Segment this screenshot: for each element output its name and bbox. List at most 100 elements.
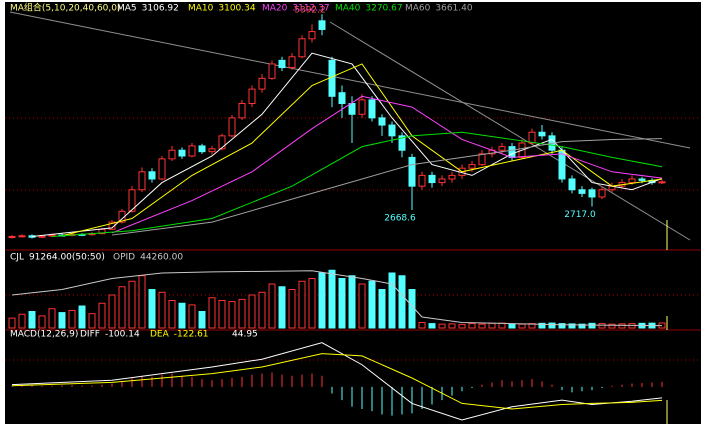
- candle-body: [18, 235, 26, 238]
- volume-bar: [468, 323, 476, 329]
- candle-body: [408, 156, 416, 187]
- candle-body: [638, 178, 646, 181]
- trend-line: [329, 21, 691, 241]
- candle-body: [38, 235, 46, 238]
- candle-body: [628, 178, 636, 184]
- volume-bar: [268, 283, 276, 329]
- candle-body: [218, 135, 226, 150]
- legend-name: DIFF: [80, 330, 100, 340]
- legend-value: 3112.37: [292, 4, 329, 14]
- legend-name: MA60: [405, 4, 431, 14]
- volume-bar: [518, 323, 526, 329]
- candle-body: [288, 56, 296, 69]
- candle-body: [178, 149, 186, 157]
- volume-bar: [558, 323, 566, 329]
- candle-body: [418, 174, 426, 187]
- volume-bar: [368, 280, 376, 329]
- candle-body: [168, 149, 176, 160]
- candle-body: [318, 20, 326, 30]
- volume-bar: [98, 302, 106, 329]
- legend-name: MA10: [188, 4, 214, 14]
- volume-bar: [168, 300, 176, 329]
- volume-bar: [448, 323, 456, 329]
- volume-bar: [48, 308, 56, 329]
- volume-bar: [488, 322, 496, 329]
- candle-body: [228, 117, 236, 137]
- volume-bar: [428, 323, 436, 329]
- volume-bar: [198, 311, 206, 329]
- volume-bar: [378, 289, 386, 329]
- candle-body: [578, 189, 586, 194]
- legend-value: -100.14: [105, 330, 140, 340]
- candle-body: [508, 146, 516, 158]
- volume-bar: [148, 289, 156, 329]
- indicator-line: [111, 138, 663, 236]
- volume-bar: [78, 305, 86, 329]
- volume-bar: [108, 294, 116, 329]
- volume-bar: [608, 323, 616, 329]
- volume-bar: [538, 322, 546, 329]
- volume-bar: [618, 323, 626, 329]
- volume-bar: [208, 297, 216, 329]
- volume-bar: [298, 280, 306, 329]
- candle-body: [658, 181, 666, 184]
- volume-bar: [118, 286, 126, 329]
- volume-bar: [68, 309, 76, 329]
- volume-bar: [438, 323, 446, 329]
- candle-body: [208, 148, 216, 153]
- volume-bar: [238, 298, 246, 329]
- volume-bar: [548, 322, 556, 329]
- volume-bar: [588, 322, 596, 329]
- candle-body: [308, 31, 316, 40]
- annotation: 5392.2: [294, 6, 326, 16]
- candle-body: [498, 146, 506, 151]
- candle-body: [478, 153, 486, 166]
- volume-bar: [348, 275, 356, 329]
- volume-bar: [398, 275, 406, 329]
- indicator-line: [11, 353, 663, 410]
- candle-body: [588, 189, 596, 198]
- candle-body: [198, 145, 206, 153]
- volume-bar: [138, 275, 146, 329]
- volume-bar: [158, 291, 166, 329]
- candle-body: [268, 63, 276, 79]
- candle-body: [138, 171, 146, 191]
- volume-bar: [228, 301, 236, 329]
- candle-body: [358, 99, 366, 115]
- volume-bar: [458, 323, 466, 329]
- volume-bar: [18, 313, 26, 329]
- candle-body: [598, 189, 606, 198]
- candle-body: [388, 124, 396, 137]
- annotation: 2717.0: [564, 210, 596, 220]
- indicator-line: [51, 131, 663, 237]
- volume-bar: [358, 283, 366, 329]
- candle-body: [348, 102, 356, 115]
- volume-bar: [88, 313, 96, 329]
- candle-body: [278, 59, 286, 69]
- volume-bar: [218, 300, 226, 329]
- legend-name: OPID: [113, 253, 135, 263]
- candle-body: [428, 174, 436, 184]
- volume-bar: [308, 278, 316, 329]
- volume-bar: [338, 278, 346, 329]
- candle-body: [298, 38, 306, 58]
- candle-body: [8, 235, 16, 238]
- volume-bar: [388, 272, 396, 329]
- legend-name: MA5: [117, 4, 137, 14]
- trend-line: [9, 11, 691, 149]
- legend-value: -122.61: [174, 330, 209, 340]
- candle-body: [378, 117, 386, 126]
- legend-value: 44260.00: [140, 253, 183, 263]
- volume-bar: [248, 294, 256, 329]
- volume-bar: [328, 269, 336, 329]
- indicator-line: [61, 63, 663, 237]
- volume-bar: [58, 312, 66, 329]
- volume-bar: [318, 272, 326, 329]
- candle-body: [528, 131, 536, 144]
- legend-name: DEA: [150, 330, 170, 340]
- volume-bar: [568, 323, 576, 329]
- candle-body: [258, 77, 266, 90]
- candle-body: [188, 145, 196, 157]
- candle-body: [568, 178, 576, 191]
